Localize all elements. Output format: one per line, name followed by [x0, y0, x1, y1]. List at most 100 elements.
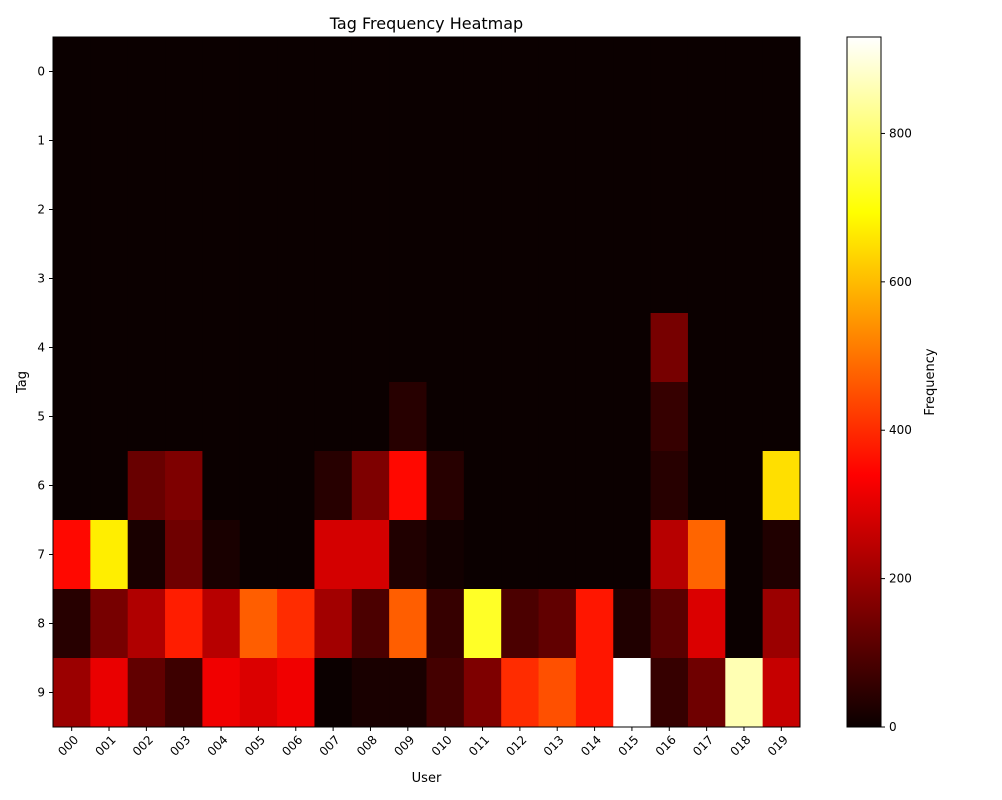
heatmap-cell	[501, 37, 540, 107]
heatmap-cell	[90, 589, 129, 659]
x-tick-label: 003	[167, 733, 193, 759]
heatmap-cell	[389, 382, 427, 452]
heatmap-cell	[687, 658, 726, 728]
x-tick-label: 018	[727, 733, 753, 759]
heatmap-cell	[762, 37, 801, 107]
x-tick-label: 004	[205, 733, 231, 759]
heatmap-cell	[53, 589, 91, 659]
x-tick-label: 008	[354, 733, 380, 759]
heatmap-cell	[575, 382, 614, 452]
y-tick-label: 8	[37, 617, 45, 631]
heatmap-cell	[165, 244, 203, 314]
heatmap-cell	[53, 658, 91, 728]
heatmap-cell	[277, 175, 315, 245]
heatmap-cell	[389, 106, 427, 176]
plot-frame	[52, 36, 801, 728]
heatmap-cell	[239, 37, 278, 107]
heatmap-cell	[575, 37, 614, 107]
heatmap-cell	[127, 106, 166, 176]
heatmap-cell	[239, 451, 278, 521]
heatmap-cell	[463, 451, 502, 521]
heatmap-cell	[314, 175, 353, 245]
heatmap-cell	[762, 382, 801, 452]
heatmap-cell	[538, 244, 577, 314]
heatmap-cell	[725, 244, 764, 314]
heatmap-cell	[165, 658, 203, 728]
heatmap-cell	[90, 658, 129, 728]
heatmap-cell	[463, 589, 502, 659]
heatmap-cell	[127, 451, 166, 521]
heatmap-cell	[725, 589, 764, 659]
heatmap-cell	[463, 37, 502, 107]
chart-title: Tag Frequency Heatmap	[329, 14, 523, 33]
heatmap-cell	[463, 520, 502, 590]
heatmap-cell	[463, 175, 502, 245]
heatmap-cell	[538, 520, 577, 590]
heatmap-cell	[650, 658, 689, 728]
heatmap-cell	[127, 520, 166, 590]
heatmap-cell	[426, 658, 465, 728]
x-tick-label: 005	[242, 733, 268, 759]
heatmap-cell	[575, 244, 614, 314]
heatmap-cell	[650, 106, 689, 176]
heatmap-cell	[277, 520, 315, 590]
heatmap-cell	[351, 244, 390, 314]
heatmap-cell	[90, 382, 129, 452]
heatmap-cell	[538, 658, 577, 728]
heatmap-cell	[90, 106, 129, 176]
heatmap-cell	[127, 175, 166, 245]
heatmap-cell	[90, 175, 129, 245]
heatmap-cell	[501, 244, 540, 314]
heatmap-cell	[53, 520, 91, 590]
heatmap-cell	[239, 106, 278, 176]
heatmap-cell	[389, 244, 427, 314]
heatmap-cell	[127, 244, 166, 314]
heatmap-cell	[239, 658, 278, 728]
colorbar-tick-label: 200	[889, 572, 912, 586]
heatmap-cell	[426, 37, 465, 107]
heatmap-cell	[650, 313, 689, 383]
heatmap-cell	[501, 175, 540, 245]
heatmap-cell	[277, 37, 315, 107]
heatmap-cell	[426, 244, 465, 314]
x-tick-label: 006	[279, 733, 305, 759]
heatmap-cell	[165, 106, 203, 176]
y-tick-label: 1	[37, 134, 45, 148]
heatmap-cell	[277, 313, 315, 383]
heatmap-cell	[239, 382, 278, 452]
heatmap-cell	[725, 520, 764, 590]
heatmap-cell	[426, 313, 465, 383]
heatmap-cell	[351, 313, 390, 383]
colorbar-ticks: 0 200 400 600 800	[881, 126, 912, 734]
heatmap-cell	[202, 451, 241, 521]
x-tick-label: 009	[391, 733, 417, 759]
heatmap-cell	[501, 589, 540, 659]
heatmap-cell	[725, 451, 764, 521]
heatmap-cell	[463, 658, 502, 728]
heatmap-cell	[351, 520, 390, 590]
heatmap-cell	[687, 589, 726, 659]
x-axis-label: User	[412, 771, 442, 786]
heatmap-cell	[538, 106, 577, 176]
heatmap-cell	[538, 313, 577, 383]
heatmap-cell	[127, 313, 166, 383]
y-axis-ticks: 0 1 2 3 4 5 6 7 8 9	[37, 65, 53, 700]
heatmap-cell	[538, 37, 577, 107]
heatmap-cell	[463, 244, 502, 314]
heatmap-cell	[426, 589, 465, 659]
heatmap-cell	[239, 589, 278, 659]
heatmap-cell	[127, 658, 166, 728]
heatmap-cell	[202, 106, 241, 176]
x-tick-label: 002	[130, 733, 156, 759]
heatmap-cell	[501, 520, 540, 590]
heatmap-cell	[351, 382, 390, 452]
heatmap-cell	[501, 106, 540, 176]
heatmap-cell	[127, 382, 166, 452]
x-tick-label: 011	[466, 733, 492, 759]
heatmap-cell	[90, 313, 129, 383]
heatmap-cell	[426, 175, 465, 245]
heatmap-cell	[53, 382, 91, 452]
heatmap-cell	[202, 382, 241, 452]
heatmap-cell	[762, 658, 801, 728]
heatmap-cell	[575, 106, 614, 176]
